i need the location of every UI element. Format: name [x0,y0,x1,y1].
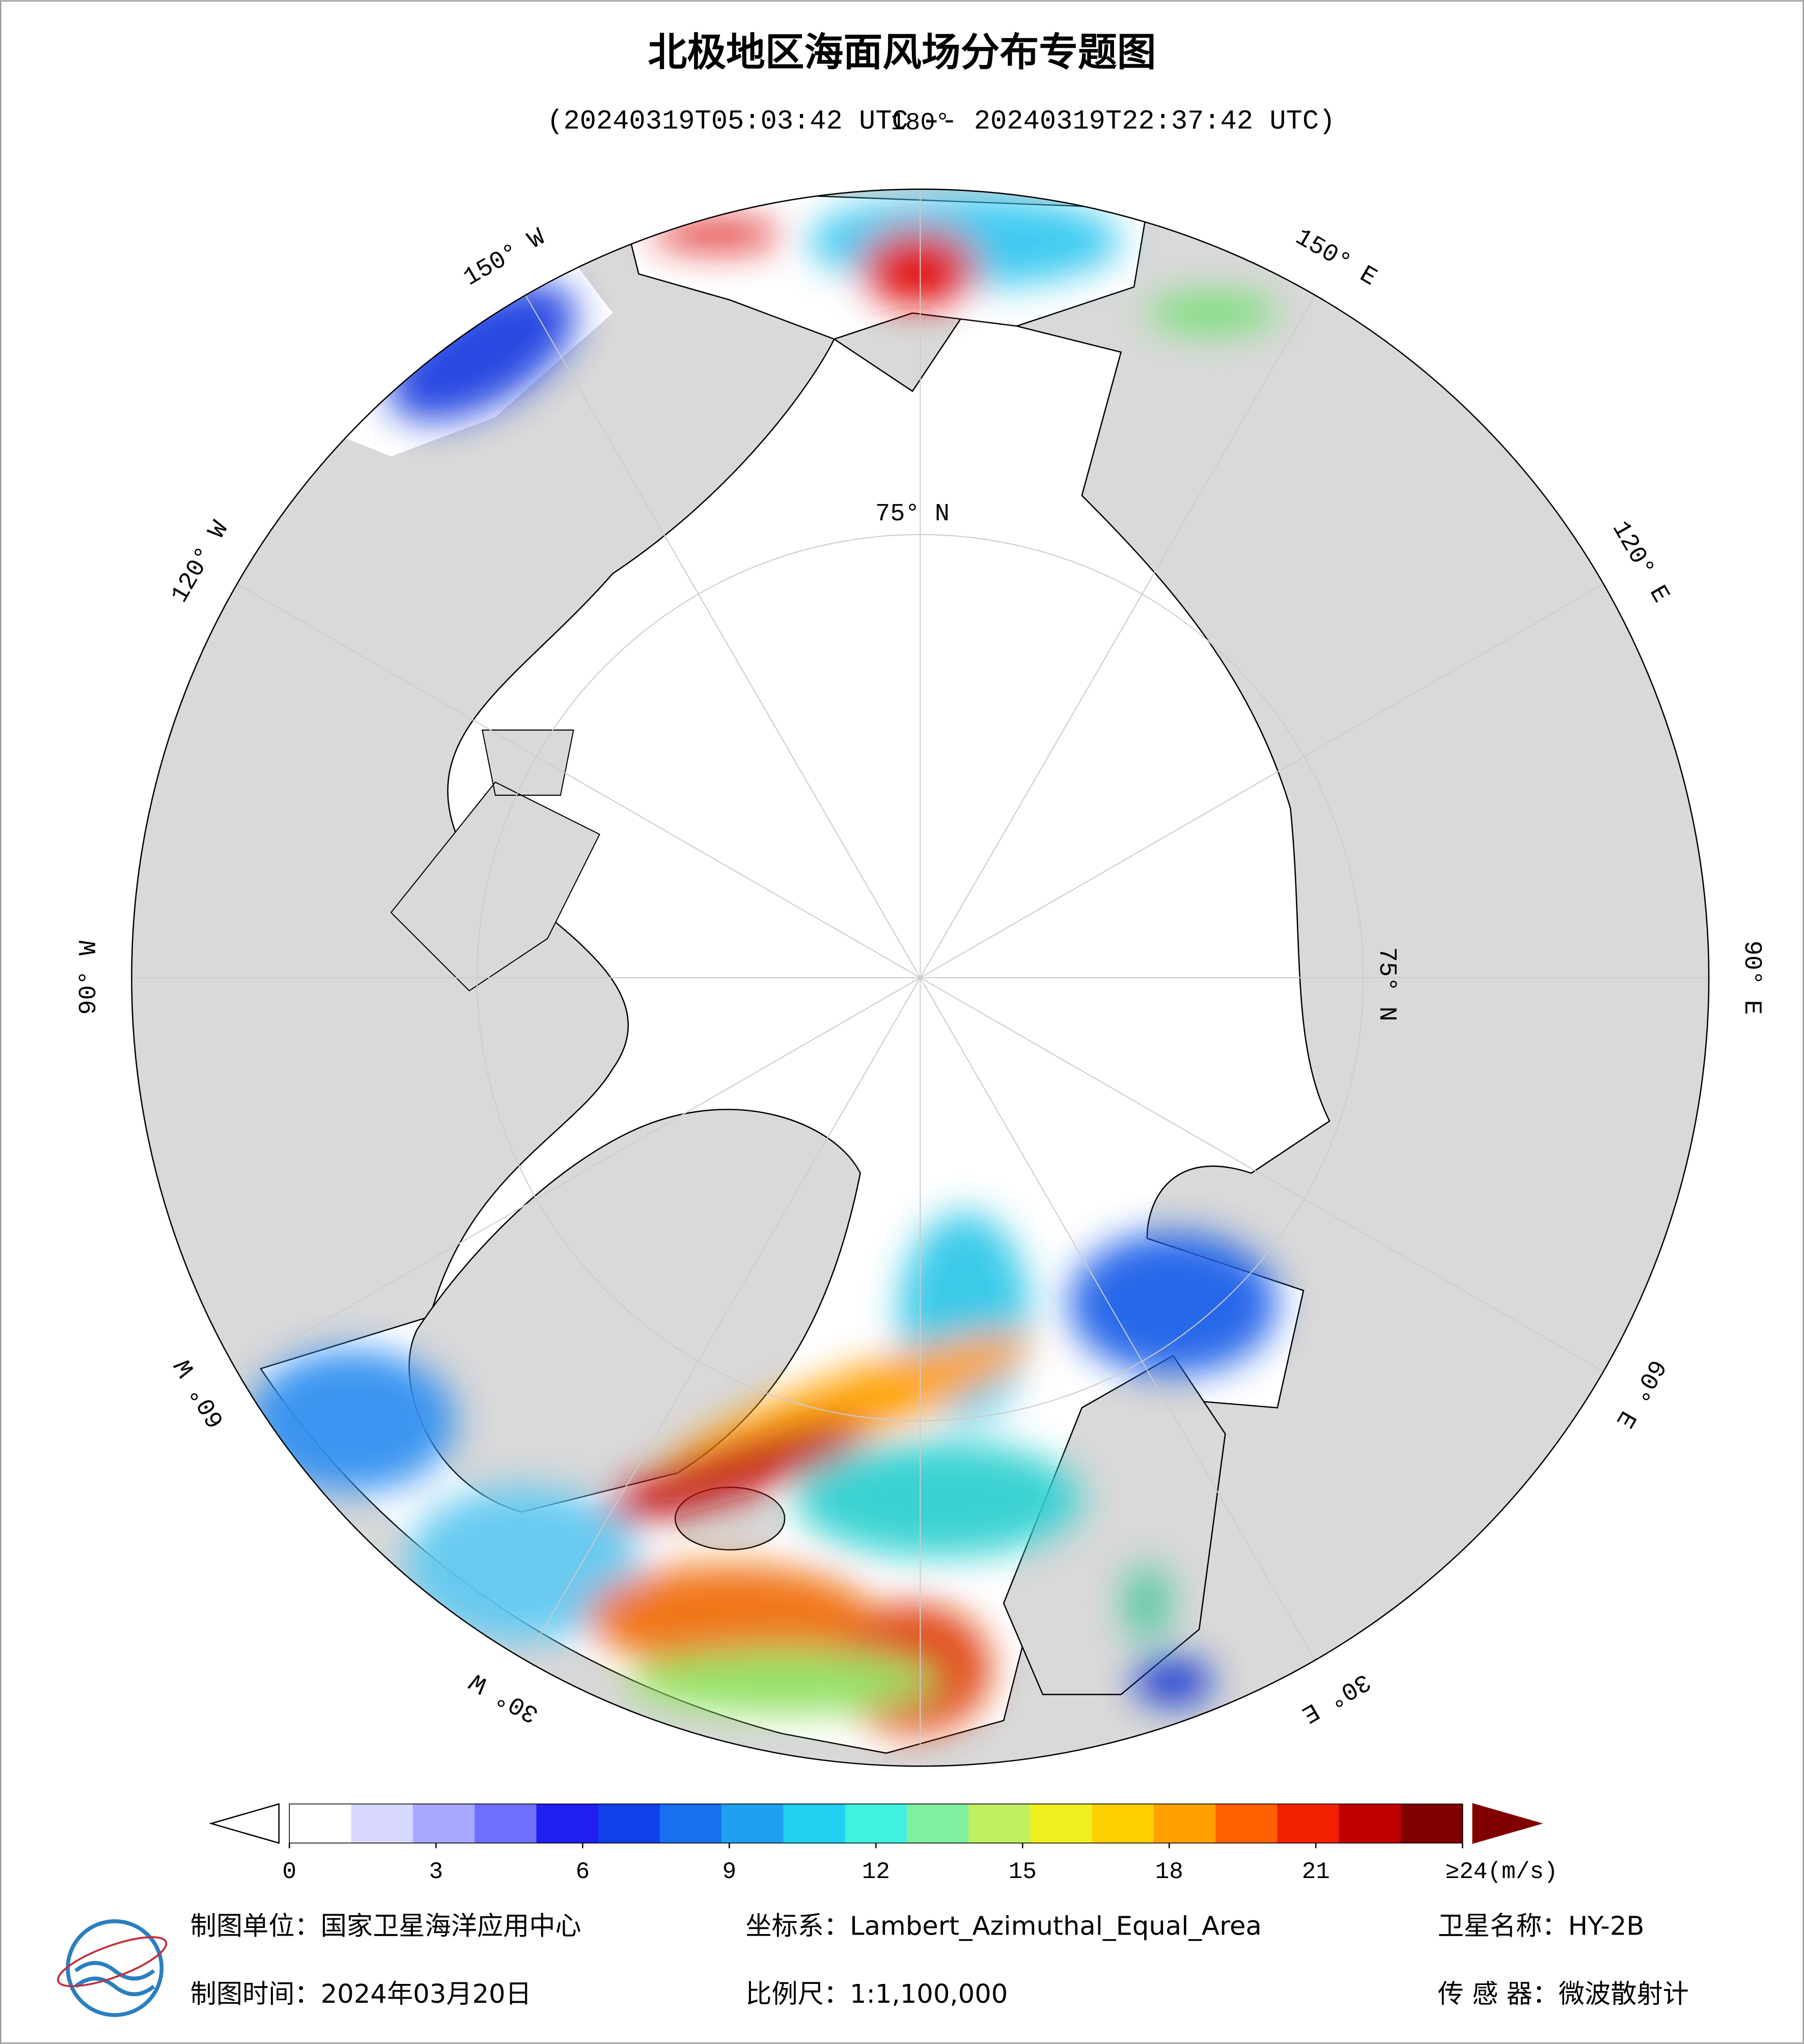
footer-text: 比例尺：1:1,100,000 [745,1979,1008,2009]
colorbar-segment [1277,1804,1340,1843]
colorbar-segment [536,1804,599,1843]
footer-text: 卫星名称：HY-2B [1438,1911,1645,1942]
map-border [131,188,1710,1767]
colorbar-tick-label: 6 [575,1859,590,1885]
meridian-label: 90° E [1738,941,1766,1015]
colorbar-tick-label: 3 [429,1859,443,1885]
colorbar-segment [289,1804,352,1843]
colorbar-segment [598,1804,661,1843]
colorbar-tick-label: 0 [282,1859,296,1885]
colorbar-segment [968,1804,1031,1843]
colorbar-segment [475,1804,537,1843]
colorbar-segment [659,1804,723,1843]
colorbar-tick-label: 15 [1009,1859,1037,1885]
colorbar-segment [1401,1804,1463,1843]
map-title: 北极地区海面风场分布专题图 [648,30,1156,75]
meridian-label: 90° W [75,940,103,1015]
logo [57,1919,168,2018]
footer: 制图单位：国家卫星海洋应用中心 坐标系：Lambert_Azimuthal_Equ… [190,1911,1689,2009]
colorbar-segment [1030,1804,1093,1843]
footer-text: 制图时间：2024年03月20日 [190,1979,532,2009]
colorbar-tick-label: 18 [1155,1859,1183,1885]
latitude-label: 75° N [875,500,950,528]
colorbar-segment [721,1804,784,1843]
colorbar-tick-label: 21 [1302,1859,1330,1885]
colorbar-segment [1153,1804,1216,1843]
colorbar-tick-label: 9 [722,1859,736,1885]
graticule [131,189,1709,1767]
footer-text: 传 感 器：微波散射计 [1438,1979,1689,2009]
map-disk [131,189,1709,1767]
colorbar: 0 3 6 9 12 15 18 21 ≥24(m/s) [209,1803,1558,1885]
wind-field [247,195,1278,1734]
colorbar-tick-label: 12 [862,1859,890,1885]
colorbar-segment [1092,1804,1155,1843]
colorbar-segment [845,1804,908,1843]
latitude-label: 75° N [1373,947,1401,1021]
colorbar-over [1472,1803,1543,1844]
colorbar-segment [1339,1804,1402,1843]
colorbar-tick-label: ≥24(m/s) [1446,1859,1558,1885]
colorbar-segment [906,1804,969,1843]
colorbar-under [209,1803,280,1844]
colorbar-segment [351,1804,414,1843]
colorbar-segment [412,1804,476,1843]
colorbar-segment [1215,1804,1278,1843]
meridian-label: 180° [891,109,950,137]
footer-text: 制图单位：国家卫星海洋应用中心 [190,1911,581,1942]
footer-text: 坐标系：Lambert_Azimuthal_Equal_Area [745,1911,1262,1942]
map-subtitle: (20240319T05:03:42 UTC -- 20240319T22:37… [547,106,1335,137]
colorbar-segment [783,1804,846,1843]
